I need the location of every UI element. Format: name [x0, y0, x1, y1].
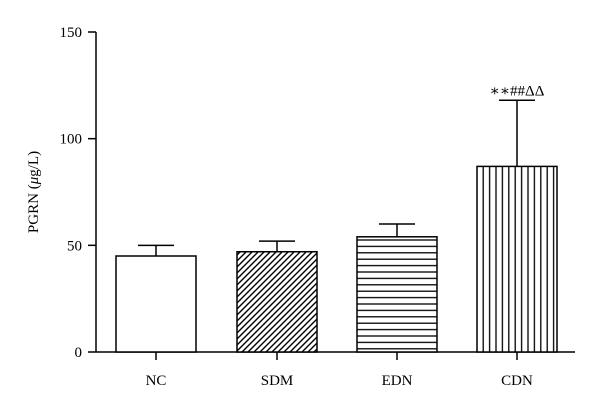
- annotations: ∗∗##ΔΔ: [490, 83, 545, 99]
- bar-nc: [115, 255, 197, 353]
- y-axis-title: PGRN (μg/L): [26, 151, 42, 233]
- bars: [115, 165, 558, 353]
- bar-cdn: [476, 165, 558, 353]
- significance-label: ∗∗##ΔΔ: [490, 83, 545, 99]
- bar-edn: [356, 236, 438, 353]
- y-tick-label: 50: [67, 238, 82, 254]
- x-tick-label: EDN: [382, 373, 413, 389]
- x-axis: NC SDM EDN CDN: [96, 351, 575, 389]
- x-tick-label: CDN: [501, 373, 533, 389]
- y-axis: 0 50 100 150: [60, 25, 97, 361]
- x-tick-label: NC: [146, 373, 167, 389]
- y-tick-label: 100: [60, 132, 83, 148]
- x-tick-label: SDM: [261, 373, 294, 389]
- bar-sdm: [236, 250, 318, 353]
- error-bars: [138, 99, 535, 256]
- y-tick-label: 0: [75, 345, 83, 361]
- y-tick-label: 150: [60, 25, 83, 41]
